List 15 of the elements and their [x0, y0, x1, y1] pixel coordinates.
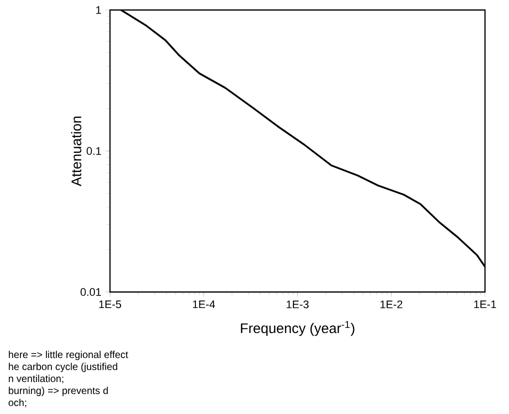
- y-tick-label: 0.01: [80, 288, 101, 296]
- text: he carbon cycle (justified: [8, 362, 118, 372]
- x-tick-label: 1E-5: [99, 300, 122, 308]
- text: burning) => prevents d: [8, 386, 108, 396]
- x-tick-label: 1E-2: [380, 300, 402, 308]
- text: here => little regional effect: [8, 350, 128, 360]
- y-axis-title: Attenuation: [71, 116, 82, 186]
- y-tick-label: 1: [96, 6, 101, 14]
- x-tick-label: 1E-1: [474, 300, 496, 308]
- x-tick-label: 1E-3: [286, 300, 309, 308]
- text: och;: [8, 398, 26, 408]
- y-tick-label: 0.1: [86, 147, 101, 155]
- x-tick-label: 1E-4: [193, 300, 215, 308]
- x-axis-title: Frequency (year$^{-1}$): [240, 321, 354, 336]
- text: n ventilation;: [8, 374, 64, 384]
